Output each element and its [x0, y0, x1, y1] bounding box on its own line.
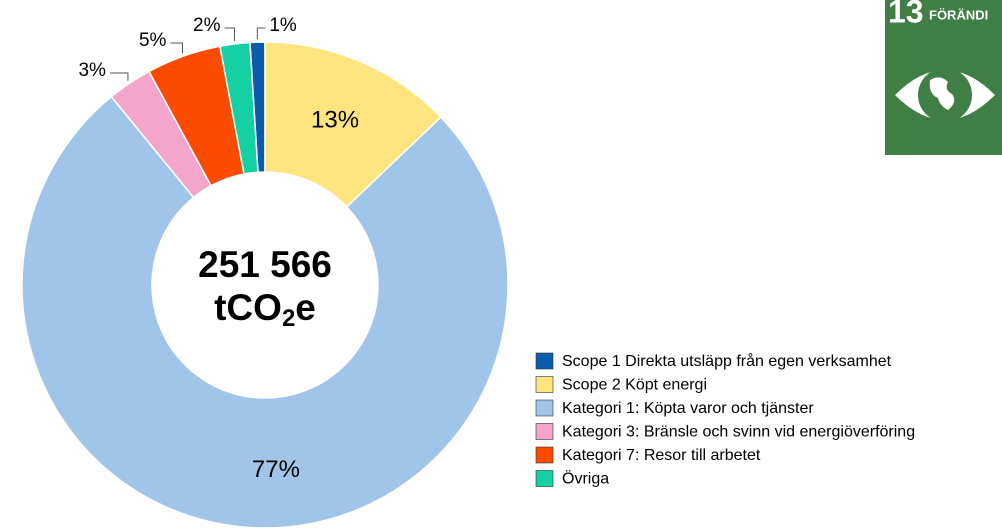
logo-number: 13	[888, 0, 924, 29]
data-label: 3%	[78, 60, 106, 81]
logo: 13 FÖRÄNDI	[885, 0, 1002, 155]
center-label: tCO2e	[214, 287, 316, 333]
logo-text: FÖRÄNDI	[929, 7, 988, 22]
legend-swatch	[535, 376, 554, 393]
donut-segment	[21, 95, 509, 529]
center-label-part: 2	[282, 305, 295, 332]
legend-swatch	[535, 470, 554, 487]
center-label: 251 566	[198, 244, 332, 285]
leader-line	[256, 27, 266, 40]
legend-label: Kategori 7: Resor till arbetet	[562, 447, 761, 464]
logo-land	[929, 77, 955, 110]
legend-swatch	[535, 399, 554, 417]
legend-swatch	[535, 352, 554, 370]
leader-line	[224, 27, 235, 41]
donut-segment	[219, 41, 259, 175]
center-label-part: tCO	[214, 287, 282, 328]
legend-label: Scope 2 Köpt energi	[562, 377, 707, 394]
legend-label: Övriga	[562, 470, 609, 488]
leader-line	[170, 42, 183, 54]
legend-label: Scope 1 Direkta utsläpp från egen verksa…	[562, 352, 892, 370]
data-label: 5%	[139, 30, 167, 51]
data-label: 1%	[269, 15, 297, 36]
leader-line	[109, 72, 129, 81]
data-label: 2%	[193, 15, 221, 36]
legend-label: Kategori 3: Bränsle och svinn vid energi…	[562, 424, 915, 441]
legend-label: Kategori 1: Köpta varor och tjänster	[562, 400, 814, 417]
donut-segment	[264, 41, 442, 209]
legend-swatch	[535, 423, 554, 440]
center-label-part: e	[295, 287, 316, 328]
legend-swatch	[535, 446, 554, 464]
data-label: 77%	[252, 456, 300, 483]
data-label: 13%	[311, 107, 359, 134]
